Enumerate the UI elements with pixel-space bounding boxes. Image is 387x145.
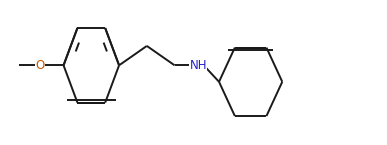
Text: NH: NH [190, 59, 207, 72]
Text: O: O [35, 59, 45, 72]
